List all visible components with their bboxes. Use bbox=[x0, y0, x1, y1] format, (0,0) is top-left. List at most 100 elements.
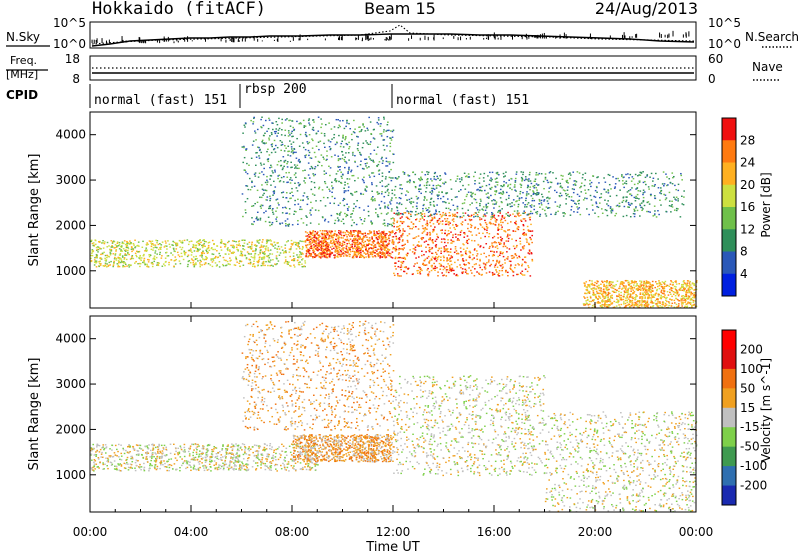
echo-pixel bbox=[321, 253, 324, 256]
echo-pixel bbox=[426, 209, 429, 211]
echo-pixel bbox=[285, 192, 288, 194]
echo-pixel bbox=[227, 263, 230, 265]
echo-pixel bbox=[378, 235, 381, 237]
echo-pixel bbox=[627, 201, 630, 204]
echo-pixel bbox=[246, 172, 249, 175]
echo-pixel bbox=[522, 224, 525, 227]
echo-pixel bbox=[334, 143, 337, 146]
echo-pixel bbox=[345, 233, 347, 236]
echo-pixel bbox=[375, 237, 378, 240]
echo-pixel bbox=[318, 248, 320, 251]
echo-pixel bbox=[368, 233, 370, 235]
echo-pixel bbox=[289, 255, 292, 258]
echo-pixel bbox=[144, 250, 146, 252]
echo-pixel bbox=[137, 241, 140, 243]
echo-pixel bbox=[474, 268, 476, 270]
echo-pixel bbox=[382, 252, 385, 254]
echo-pixel bbox=[611, 290, 614, 293]
echo-pixel bbox=[360, 160, 362, 162]
echo-pixel bbox=[331, 188, 334, 190]
echo-pixel bbox=[367, 129, 369, 131]
echo-pixel bbox=[347, 152, 350, 154]
echo-pixel bbox=[233, 240, 236, 243]
echo-pixel bbox=[455, 274, 457, 277]
echo-pixel bbox=[328, 165, 330, 168]
echo-pixel bbox=[425, 187, 428, 189]
echo-pixel bbox=[199, 264, 202, 266]
echo-pixel bbox=[247, 246, 250, 248]
echo-pixel bbox=[471, 196, 473, 198]
echo-pixel bbox=[338, 233, 341, 235]
echo-pixel bbox=[471, 258, 474, 260]
echo-pixel bbox=[419, 179, 421, 181]
echo-pixel bbox=[428, 184, 431, 186]
echo-pixel bbox=[423, 184, 426, 187]
echo-pixel bbox=[151, 262, 153, 265]
echo-pixel bbox=[512, 274, 515, 277]
echo-pixel bbox=[527, 184, 529, 187]
echo-pixel bbox=[368, 116, 370, 119]
echo-pixel bbox=[460, 179, 463, 181]
echo-pixel bbox=[366, 236, 368, 238]
echo-pixel bbox=[134, 252, 137, 255]
echo-pixel bbox=[619, 283, 622, 285]
echo-pixel bbox=[448, 221, 450, 223]
echo-pixel bbox=[493, 203, 496, 205]
echo-pixel bbox=[313, 253, 316, 256]
echo-pixel bbox=[323, 132, 326, 135]
echo-pixel bbox=[425, 251, 427, 253]
echo-pixel bbox=[376, 146, 379, 148]
echo-pixel bbox=[226, 248, 229, 250]
echo-pixel bbox=[663, 185, 665, 187]
echo-pixel bbox=[522, 274, 524, 276]
echo-pixel bbox=[178, 255, 181, 258]
echo-pixel bbox=[223, 243, 226, 245]
echo-pixel bbox=[490, 250, 492, 253]
echo-pixel bbox=[522, 171, 525, 173]
echo-pixel bbox=[294, 199, 296, 202]
echo-pixel bbox=[486, 196, 489, 199]
echo-pixel bbox=[322, 156, 325, 158]
echo-pixel bbox=[384, 237, 387, 239]
echo-pixel bbox=[384, 248, 386, 250]
echo-pixel bbox=[369, 121, 372, 123]
echo-pixel bbox=[204, 258, 207, 260]
echo-pixel bbox=[438, 217, 441, 220]
echo-pixel bbox=[359, 237, 361, 239]
echo-pixel bbox=[300, 123, 302, 125]
echo-pixel bbox=[643, 204, 646, 207]
echo-pixel bbox=[316, 244, 319, 247]
echo-pixel bbox=[198, 248, 201, 250]
echo-pixel bbox=[594, 189, 597, 192]
echo-pixel bbox=[409, 180, 411, 182]
echo-pixel bbox=[406, 216, 409, 219]
echo-pixel bbox=[387, 194, 390, 197]
echo-pixel bbox=[363, 236, 366, 238]
echo-pixel bbox=[473, 257, 476, 259]
echo-pixel bbox=[482, 177, 485, 179]
echo-pixel bbox=[509, 234, 511, 236]
echo-pixel bbox=[527, 265, 529, 267]
echo-pixel bbox=[340, 245, 343, 247]
nsearch-trace bbox=[91, 24, 695, 45]
echo-pixel bbox=[205, 262, 207, 264]
echo-pixel bbox=[438, 222, 441, 225]
echo-pixel bbox=[359, 232, 362, 234]
echo-pixel bbox=[483, 172, 486, 175]
echo-pixel bbox=[629, 189, 632, 191]
echo-pixel bbox=[449, 214, 451, 217]
echo-pixel bbox=[586, 292, 588, 295]
echo-pixel bbox=[195, 244, 198, 247]
echo-pixel bbox=[321, 230, 324, 232]
echo-pixel bbox=[264, 132, 266, 134]
echo-pixel bbox=[270, 184, 272, 186]
echo-pixel bbox=[646, 291, 648, 293]
echo-pixel bbox=[92, 242, 95, 244]
echo-pixel bbox=[493, 216, 495, 218]
echo-pixel bbox=[334, 254, 336, 256]
echo-pixel bbox=[381, 156, 383, 159]
echo-pixel bbox=[657, 293, 660, 295]
echo-pixel bbox=[372, 245, 375, 247]
echo-pixel bbox=[222, 265, 225, 267]
echo-pixel bbox=[383, 240, 386, 243]
